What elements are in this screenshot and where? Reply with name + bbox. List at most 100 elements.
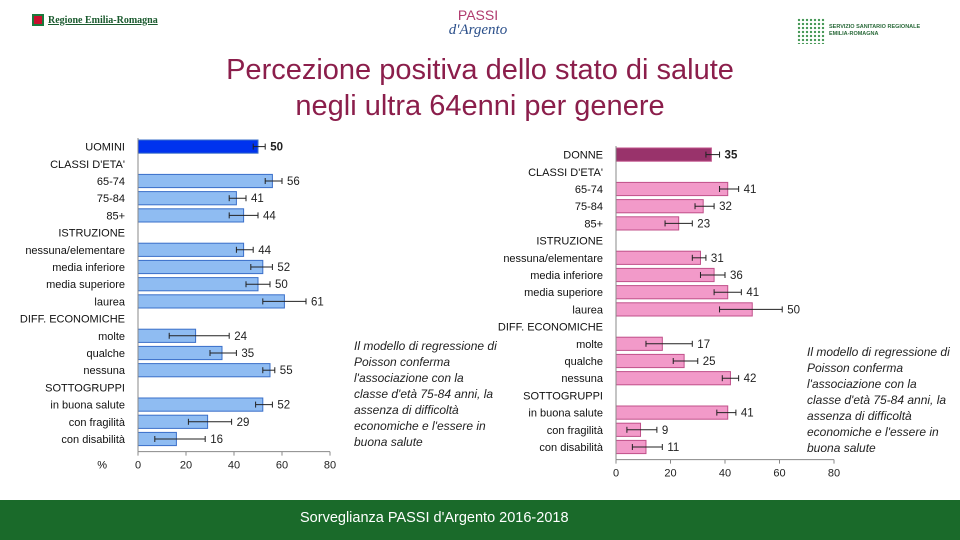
ssr-logo-line2: EMILIA-ROMAGNA [829,31,879,37]
flag-icon [32,14,44,26]
data-label: 41 [251,193,264,205]
row-label: 75-84 [97,193,125,205]
bar [137,277,259,292]
men-bar-chart: UOMINI 50 CLASSI D'ETA' 65-74 56 75-84 41 85+ 44… [20,138,336,472]
ssr-logo-line1: SERVIZIO SANITARIO REGIONALE [829,24,921,30]
row-label: SOTTOGRUPPI [523,390,603,402]
data-label: 52 [277,400,290,412]
row-label: con disabilità [61,434,125,446]
row-label: 75-84 [575,201,603,213]
row-label: laurea [94,296,125,308]
bar [137,397,264,412]
row-label: nessuna [83,365,125,377]
row-label: nessuna/elementare [25,245,125,257]
data-label: 56 [287,176,300,188]
tick-label: 0 [135,460,141,472]
row-label: con fragilità [547,425,604,437]
bar [615,267,715,283]
regione-logo: Regione Emilia-Romagna [32,14,158,26]
row-label: con disabilità [539,442,603,454]
bar [137,345,223,361]
data-label: 23 [697,218,710,230]
data-label: 36 [730,270,743,282]
row-label: molte [98,331,125,343]
tick-label: 80 [324,460,336,472]
bar [137,191,237,206]
data-label: 31 [711,253,724,265]
tick-label: 40 [228,460,240,472]
footer-text: Sorveglianza PASSI d'Argento 2016-2018 [300,510,569,526]
data-label: 35 [241,348,254,360]
row-label: molte [576,339,603,351]
women-bar-chart: DONNE 35 CLASSI D'ETA' 65-74 41 75-84 32 85+ 23 I… [498,146,840,480]
row-label: ISTRUZIONE [58,228,125,240]
bar [615,199,704,214]
row-label: 65-74 [575,184,603,196]
row-label: nessuna/elementare [503,253,603,265]
footer-bar: Sorveglianza PASSI d'Argento 2016-2018 [0,500,960,540]
bar [137,259,264,275]
row-label: DONNE [563,150,603,162]
ssr-logo: SERVIZIO SANITARIO REGIONALE EMILIA-ROMA… [797,18,920,44]
page-title: Percezione positiva dello stato di salut… [0,52,960,124]
row-label: media inferiore [530,270,603,282]
bar [615,250,701,265]
row-label: UOMINI [85,142,125,154]
data-label: 50 [270,142,283,154]
bar [137,242,245,257]
bar [615,181,729,197]
data-label: 16 [210,434,223,446]
data-label: 55 [280,365,293,377]
data-label: 41 [744,184,757,196]
note-right: Il modello di regressione di Poisson con… [807,345,950,455]
data-label: 9 [662,425,668,437]
data-label: 50 [787,304,800,316]
bar [137,363,271,378]
data-label: 44 [258,245,271,257]
data-label: 17 [697,339,710,351]
row-label: con fragilità [69,417,126,429]
tick-label: 0 [613,468,619,480]
note-left: Il modello di regressione di Poisson con… [354,339,497,449]
bar [615,405,729,420]
row-label: media superiore [46,279,125,291]
row-label: qualche [86,348,125,360]
bar [615,371,731,386]
tick-label: 80 [828,468,840,480]
row-label: SOTTOGRUPPI [45,382,125,394]
data-label: 25 [703,356,716,368]
row-label: in buona salute [50,400,125,412]
passi-logo-text: PASSI [457,7,499,23]
bar [137,139,259,154]
title-line-1: Percezione positiva dello stato di salut… [226,54,734,86]
title-line-2: negli ultra 64enni per genere [295,90,665,122]
row-label: laurea [572,304,603,316]
data-label: 35 [725,150,738,162]
data-label: 41 [746,287,759,299]
bar [615,285,729,300]
header: Regione Emilia-Romagna PASSI d'Argento S… [0,0,960,50]
tick-label: 60 [276,460,288,472]
tick-label: 20 [180,460,192,472]
row-label: in buona salute [528,408,603,420]
data-label: 61 [311,296,324,308]
bar [137,208,245,223]
passi-argento-logo: PASSI d'Argento [442,8,514,48]
row-label: DIFF. ECONOMICHE [498,322,603,334]
data-label: 44 [263,210,276,222]
dots-grid-icon [797,18,825,44]
argento-logo-text: d'Argento [448,22,508,38]
row-label: 65-74 [97,176,125,188]
tick-label: 40 [719,468,731,480]
row-label: media superiore [524,287,603,299]
data-label: 42 [744,373,757,385]
bar [615,147,712,162]
axis-label: % [97,460,107,472]
row-label: 85+ [106,210,125,222]
data-label: 32 [719,201,732,213]
row-label: qualche [564,356,603,368]
row-label: 85+ [584,218,603,230]
data-label: 24 [234,331,247,343]
data-label: 52 [277,262,290,274]
data-label: 41 [741,408,754,420]
